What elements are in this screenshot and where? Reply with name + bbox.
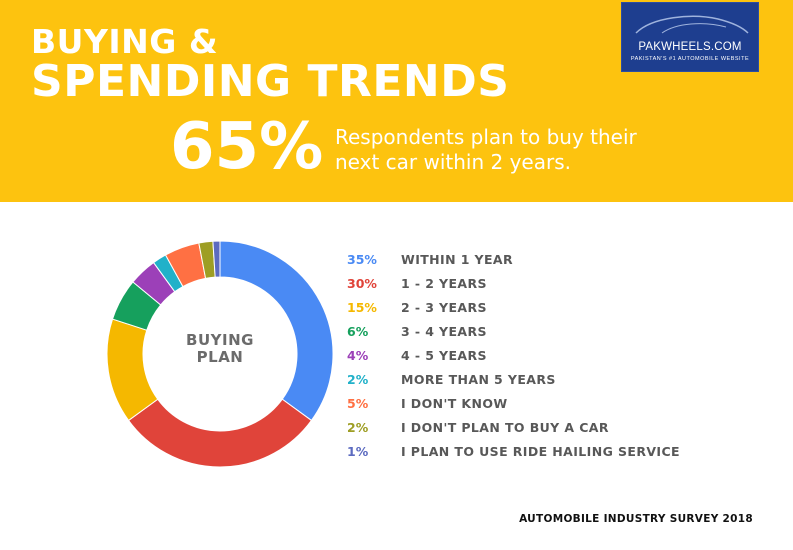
legend-percent: 5% <box>347 395 369 411</box>
legend-percent: 35% <box>347 251 377 267</box>
donut-slice-1 <box>127 398 313 468</box>
legend-item: 30% 1 - 2 YEARS <box>347 271 680 295</box>
center-label-line-1: BUYING <box>186 331 254 349</box>
legend-label: 1 - 2 YEARS <box>401 275 487 291</box>
car-silhouette-icon <box>635 15 749 34</box>
legend-item: 5% I DON'T KNOW <box>347 391 680 415</box>
headline-stat-description: Respondents plan to buy their next car w… <box>335 125 637 174</box>
legend-item: 6% 3 - 4 YEARS <box>347 319 680 343</box>
legend-percent: 4% <box>347 347 369 363</box>
legend-item: 15% 2 - 3 YEARS <box>347 295 680 319</box>
legend-label: WITHIN 1 YEAR <box>401 251 514 267</box>
legend-label: 2 - 3 YEARS <box>401 299 487 315</box>
legend-label: I DON'T KNOW <box>401 395 508 411</box>
legend-label: I PLAN TO USE RIDE HAILING SERVICE <box>401 443 680 459</box>
donut-slice-8 <box>212 240 221 278</box>
legend-percent: 1% <box>347 443 369 459</box>
donut-slice-2 <box>106 318 159 422</box>
legend-item: 2% MORE THAN 5 YEARS <box>347 367 680 391</box>
legend-label: 3 - 4 YEARS <box>401 323 487 339</box>
donut-slice-0 <box>219 240 334 422</box>
chart-legend: 35% WITHIN 1 YEAR 30% 1 - 2 YEARS 15% 2 … <box>347 247 680 463</box>
headline-stat-value: 65% <box>170 110 324 184</box>
center-label-line-2: PLAN <box>196 348 244 366</box>
logo-wordmark: PAKWHEELS.COM <box>638 41 742 53</box>
legend-item: 35% WITHIN 1 YEAR <box>347 247 680 271</box>
donut-center-label: BUYING PLAN <box>165 332 275 366</box>
pakwheels-logo: PAKWHEELS.COM PAKISTAN'S #1 AUTOMOBILE W… <box>621 2 759 72</box>
legend-item: 2% I DON'T PLAN TO BUY A CAR <box>347 415 680 439</box>
legend-percent: 2% <box>347 371 369 387</box>
legend-item: 4% 4 - 5 YEARS <box>347 343 680 367</box>
legend-label: I DON'T PLAN TO BUY A CAR <box>401 419 609 435</box>
legend-label: MORE THAN 5 YEARS <box>401 371 556 387</box>
legend-item: 1% I PLAN TO USE RIDE HAILING SERVICE <box>347 439 680 463</box>
title-line-2: SPENDING TRENDS <box>31 56 510 107</box>
logo-tagline: PAKISTAN'S #1 AUTOMOBILE WEBSITE <box>630 56 750 62</box>
survey-footer: AUTOMOBILE INDUSTRY SURVEY 2018 <box>519 513 753 525</box>
title-line-1: BUYING & <box>31 22 219 61</box>
legend-percent: 30% <box>347 275 377 291</box>
legend-percent: 15% <box>347 299 377 315</box>
legend-percent: 2% <box>347 419 369 435</box>
legend-percent: 6% <box>347 323 369 339</box>
legend-label: 4 - 5 YEARS <box>401 347 487 363</box>
